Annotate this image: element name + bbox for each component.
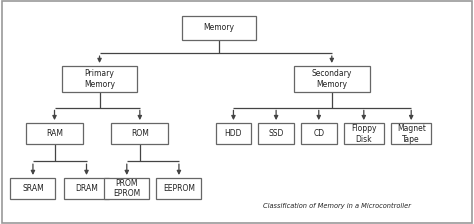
Text: Classification of Memory in a Microcontroller: Classification of Memory in a Microcontr… <box>263 203 410 209</box>
FancyBboxPatch shape <box>258 123 294 144</box>
FancyBboxPatch shape <box>391 123 431 144</box>
FancyBboxPatch shape <box>26 123 83 144</box>
FancyBboxPatch shape <box>344 123 384 144</box>
Text: Magnet
Tape: Magnet Tape <box>397 124 426 144</box>
Text: Primary
Memory: Primary Memory <box>84 69 115 89</box>
Text: PROM
EPROM: PROM EPROM <box>113 179 140 198</box>
FancyBboxPatch shape <box>216 123 251 144</box>
FancyBboxPatch shape <box>111 123 168 144</box>
FancyBboxPatch shape <box>301 123 337 144</box>
Text: RAM: RAM <box>46 129 63 138</box>
FancyBboxPatch shape <box>62 66 137 92</box>
Text: EEPROM: EEPROM <box>163 184 195 193</box>
Text: Secondary
Memory: Secondary Memory <box>311 69 352 89</box>
Text: DRAM: DRAM <box>75 184 98 193</box>
FancyBboxPatch shape <box>294 66 370 92</box>
Text: Floppy
Disk: Floppy Disk <box>351 124 376 144</box>
Text: HDD: HDD <box>225 129 242 138</box>
Text: ROM: ROM <box>131 129 149 138</box>
Text: Memory: Memory <box>204 24 235 32</box>
FancyBboxPatch shape <box>104 178 149 199</box>
Text: SSD: SSD <box>268 129 284 138</box>
FancyBboxPatch shape <box>64 178 109 199</box>
FancyBboxPatch shape <box>182 16 256 40</box>
FancyBboxPatch shape <box>10 178 55 199</box>
FancyBboxPatch shape <box>156 178 201 199</box>
Text: CD: CD <box>313 129 324 138</box>
Text: SRAM: SRAM <box>22 184 44 193</box>
